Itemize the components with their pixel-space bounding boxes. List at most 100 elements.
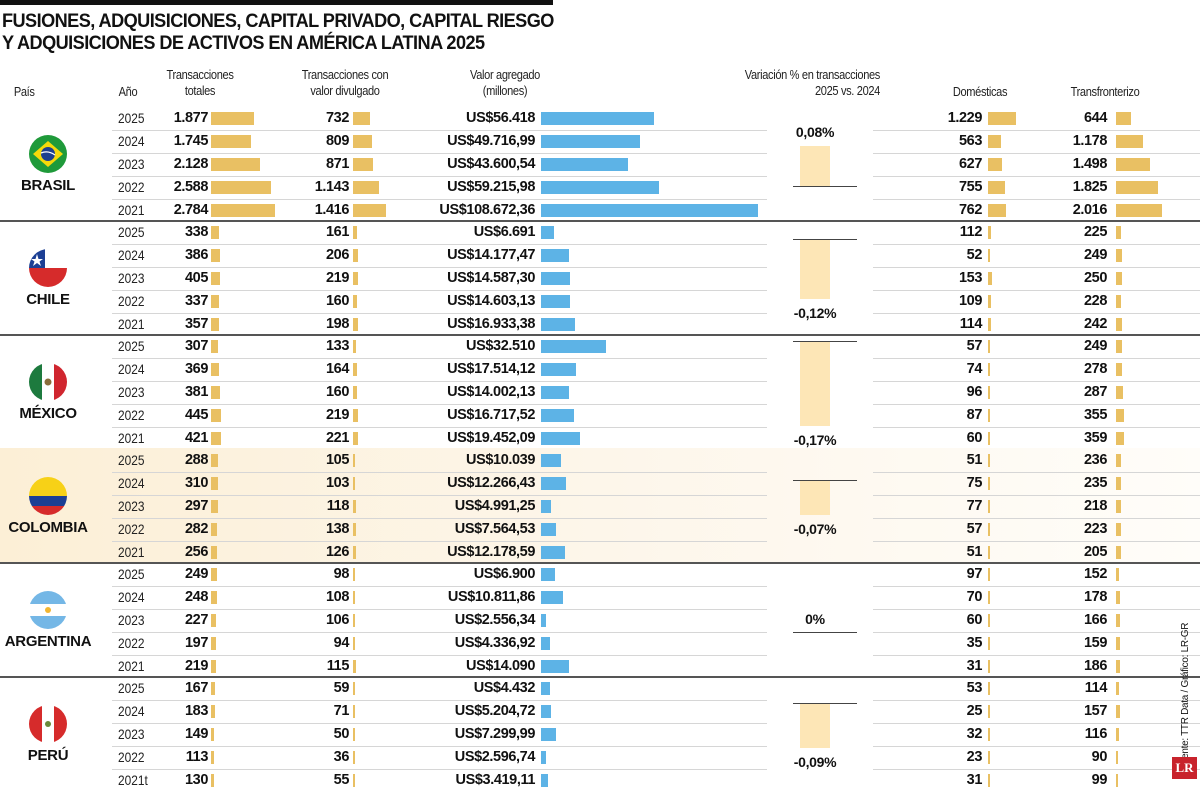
value-amount: US$14.587,30: [447, 270, 535, 286]
row-divider: [873, 244, 1200, 246]
cross-value: 250: [1084, 270, 1107, 286]
total-value: 337: [185, 292, 208, 309]
total-bar: [211, 659, 217, 673]
domestic-value: 32: [966, 726, 983, 742]
value-bar: [541, 363, 577, 377]
row-divider: [112, 289, 767, 291]
disclosed-bar: [353, 659, 356, 673]
row-divider: [112, 153, 767, 155]
value-bar: [541, 340, 607, 354]
country-name: ARGENTINA: [4, 633, 92, 650]
cross-bar: [1116, 568, 1120, 582]
cross-value: 228: [1084, 292, 1107, 309]
domestic-bar: [988, 203, 1006, 217]
cross-bar: [1116, 135, 1144, 149]
disclosed-value: 126: [326, 543, 349, 560]
value-bar: [541, 226, 555, 240]
row-divider: [873, 289, 1200, 291]
variation-bar: [800, 702, 830, 748]
cross-value: 90: [1091, 748, 1108, 765]
domestic-bar: [988, 408, 990, 422]
group-divider: [0, 220, 1200, 222]
disclosed-bar: [353, 112, 370, 126]
header-variation-line2: 2025 vs. 2024: [814, 83, 880, 98]
disclosed-bar: [353, 477, 356, 491]
disclosed-value: 98: [333, 566, 350, 583]
disclosed-value: 219: [326, 406, 349, 423]
value-amount: US$10.039: [466, 452, 535, 469]
disclosed-bar: [353, 340, 357, 354]
domestic-value: 755: [959, 178, 982, 195]
domestic-bar: [988, 568, 991, 582]
value-bar: [541, 408, 575, 422]
disclosed-bar: [353, 158, 374, 171]
disclosed-bar: [353, 135, 372, 149]
group-divider: [0, 562, 1200, 564]
disclosed-bar: [353, 294, 357, 308]
total-value: 248: [185, 589, 208, 606]
row-divider: [112, 654, 767, 656]
disclosed-bar: [353, 180, 380, 194]
value-bar: [541, 750, 547, 764]
total-value: 421: [185, 429, 208, 446]
value-amount: US$14.603,13: [447, 292, 535, 309]
cross-value: 1.498: [1072, 156, 1108, 172]
value-bar: [541, 591, 563, 605]
disclosed-bar: [353, 591, 356, 605]
disclosed-value: 115: [326, 657, 350, 674]
total-bar: [211, 112, 255, 126]
total-bar: [211, 386, 220, 399]
total-bar: [211, 203, 276, 217]
domestic-bar: [988, 705, 990, 719]
row-divider: [873, 495, 1200, 497]
disclosed-value: 809: [326, 133, 349, 150]
header-disclosed-line1: Transacciones con: [301, 67, 389, 82]
value-bar: [541, 545, 566, 559]
country-name: COLOMBIA: [8, 519, 88, 536]
domestic-bar: [988, 158, 1003, 171]
row-divider: [873, 745, 1200, 747]
total-bar: [211, 272, 221, 285]
disclosed-value: 106: [326, 612, 349, 628]
cross-bar: [1116, 454, 1122, 468]
disclosed-value: 71: [333, 703, 350, 720]
total-value: 338: [185, 224, 208, 241]
domestic-value: 57: [966, 338, 983, 355]
row-divider: [112, 472, 767, 474]
value-amount: US$10.811,86: [447, 589, 536, 606]
disclosed-bar: [353, 500, 356, 513]
total-value: 183: [185, 703, 208, 720]
domestic-value: 52: [966, 247, 983, 264]
value-amount: US$6.900: [473, 566, 536, 583]
domestic-bar: [988, 614, 990, 627]
disclosed-value: 118: [326, 498, 350, 514]
year-label: 2021: [118, 429, 145, 446]
value-amount: US$16.933,38: [447, 315, 535, 332]
disclosed-value: 164: [326, 361, 349, 378]
total-bar: [211, 750, 214, 764]
value-bar: [541, 180, 660, 194]
highlight-band: [0, 448, 1200, 562]
header-total-line2: totales: [184, 83, 216, 98]
row-divider: [873, 540, 1200, 542]
cross-bar: [1116, 249, 1122, 263]
year-label: 2025: [118, 680, 145, 697]
value-bar: [541, 636, 550, 650]
domestic-bar: [988, 226, 991, 240]
domestic-bar: [988, 750, 990, 764]
disclosed-value: 198: [326, 315, 349, 332]
variation-label: -0,12%: [793, 305, 837, 321]
cross-value: 355: [1084, 406, 1107, 423]
total-bar: [211, 317, 220, 331]
row-divider: [873, 586, 1200, 588]
domestic-value: 74: [966, 361, 983, 378]
row-divider: [112, 723, 767, 725]
row-divider: [112, 312, 767, 314]
cross-bar: [1116, 431, 1125, 445]
year-label: 2024: [118, 133, 145, 150]
row-divider: [873, 403, 1200, 405]
year-label: 2022: [118, 406, 145, 423]
row-divider: [112, 198, 767, 200]
value-bar: [541, 249, 570, 263]
disclosed-value: 871: [326, 156, 349, 172]
